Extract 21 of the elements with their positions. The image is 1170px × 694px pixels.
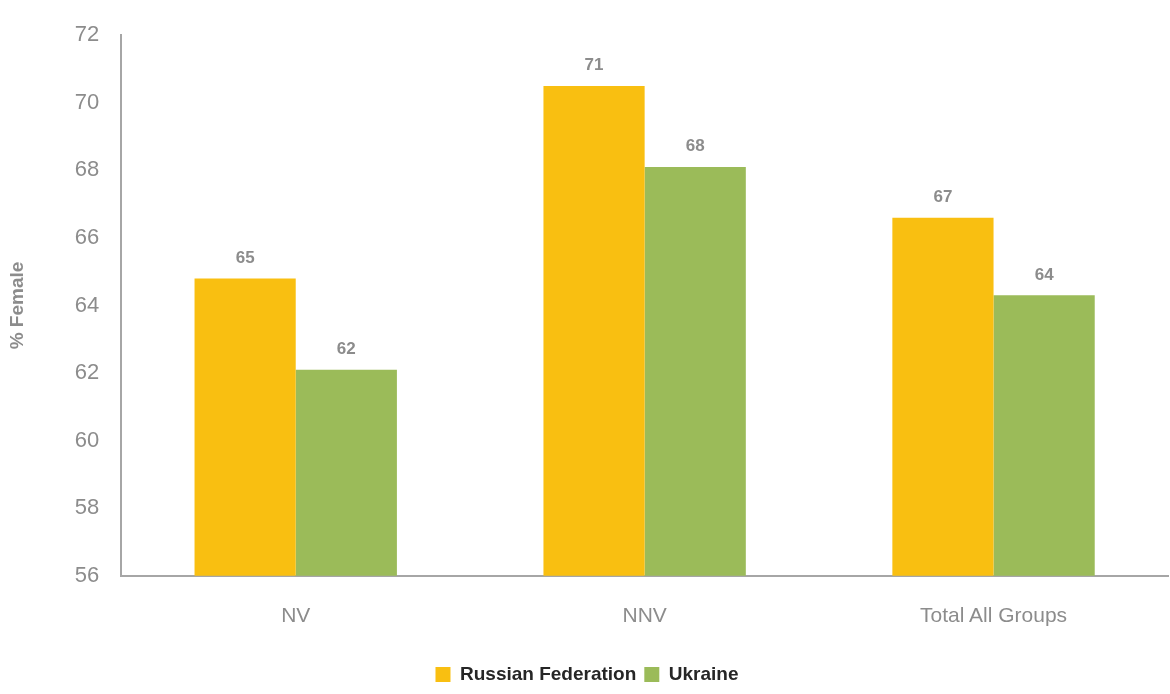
y-tick-label: 66 bbox=[74, 223, 100, 249]
data-label: 67 bbox=[933, 186, 953, 206]
legend-label: Russian Federation bbox=[459, 662, 637, 684]
y-tick-label: 64 bbox=[74, 291, 100, 317]
y-axis-title: % Female bbox=[5, 261, 27, 350]
y-tick-label: 72 bbox=[74, 21, 100, 47]
y-tick-label: 60 bbox=[74, 426, 100, 452]
x-tick-label: NNV bbox=[622, 603, 667, 627]
data-label: 64 bbox=[1034, 264, 1055, 284]
y-tick-label: 70 bbox=[74, 88, 100, 114]
x-tick-label: Total All Groups bbox=[920, 603, 1068, 627]
y-tick-label: 58 bbox=[74, 494, 100, 520]
data-label: 71 bbox=[584, 55, 604, 75]
data-label: 65 bbox=[235, 247, 255, 267]
x-tick-label: NV bbox=[281, 603, 311, 627]
legend-label: Ukraine bbox=[668, 662, 739, 684]
data-label: 68 bbox=[685, 136, 705, 156]
y-tick-label: 56 bbox=[74, 561, 100, 587]
data-label: 62 bbox=[336, 338, 356, 358]
y-tick-label: 68 bbox=[74, 156, 100, 182]
y-tick-label: 62 bbox=[74, 359, 100, 385]
